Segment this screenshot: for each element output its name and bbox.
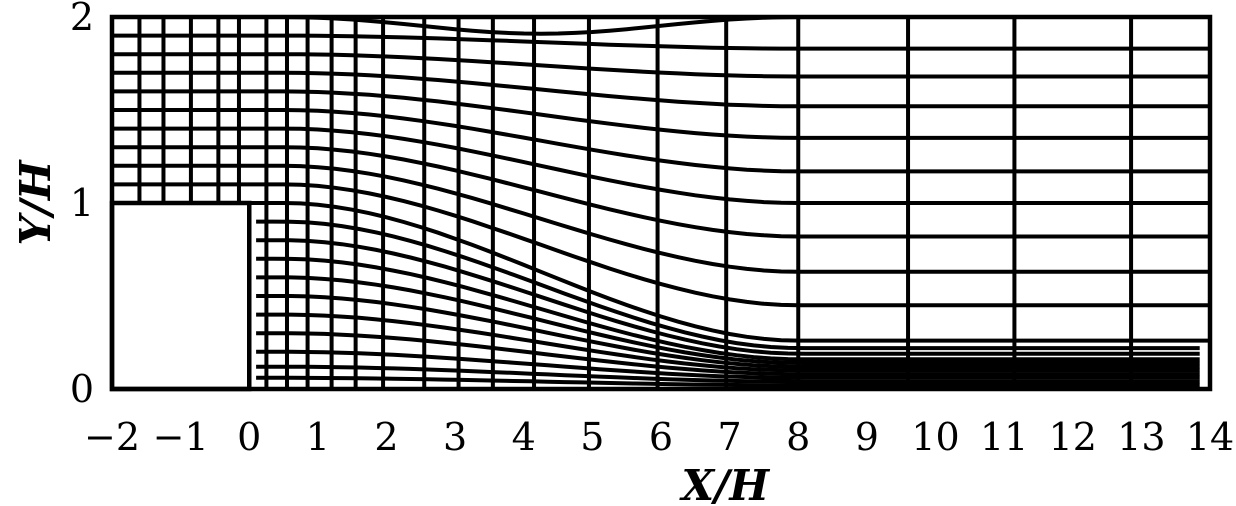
x-tick-label: 6 <box>649 415 673 459</box>
x-tick-label: 13 <box>1117 415 1165 459</box>
mesh-horizontal-line <box>256 275 1200 365</box>
x-tick-label: 5 <box>580 415 604 459</box>
x-tick-label: 0 <box>237 415 261 459</box>
x-tick-label: 8 <box>786 415 810 459</box>
mesh-horizontal-line <box>256 364 1200 384</box>
y-tick-labels: 0 1 2 <box>70 0 94 411</box>
mesh-horizontal-line <box>256 238 1200 356</box>
mesh-horizontal-line <box>256 349 1200 380</box>
x-tick-label: 1 <box>306 415 330 459</box>
y-tick-label: 1 <box>70 181 94 225</box>
x-tick-label: 14 <box>1186 415 1234 459</box>
x-tick-label: −2 <box>84 415 140 459</box>
x-tick-label: 12 <box>1049 415 1097 459</box>
x-axis-title: X/H <box>679 461 771 506</box>
x-tick-label: 11 <box>980 415 1028 459</box>
x-tick-label: 4 <box>512 415 536 459</box>
mesh-horizontal-line <box>112 33 1210 51</box>
mesh-horizontal-line <box>256 256 1200 362</box>
mesh-horizontal-line <box>112 108 1210 174</box>
x-tick-label: 3 <box>443 415 467 459</box>
mesh-horizontal-line <box>112 52 1210 79</box>
mesh-horizontal-line <box>112 145 1210 239</box>
mesh-horizontal-line <box>112 89 1210 140</box>
mesh-horizontal-line <box>256 312 1200 373</box>
plot-frame <box>109 14 1213 392</box>
mesh-horizontal-line <box>256 331 1200 377</box>
mesh-horizontal-line <box>112 163 1210 274</box>
mesh-horizontal-line <box>256 375 1200 388</box>
mesh-horizontal-line <box>256 219 1200 351</box>
x-tick-label: 2 <box>374 415 398 459</box>
mesh-horizontal-line <box>112 201 1210 343</box>
y-tick-label: 0 <box>70 367 94 411</box>
y-axis-title: Y/H <box>11 159 60 245</box>
x-tick-label: 7 <box>718 415 742 459</box>
mesh-horizontal-line <box>112 182 1210 308</box>
y-tick-label: 2 <box>70 0 94 39</box>
step-obstacle <box>109 200 252 392</box>
x-tick-label: 10 <box>911 415 959 459</box>
x-tick-label: −1 <box>153 415 209 459</box>
mesh-horizontal-line <box>256 294 1200 369</box>
mesh-top-line <box>112 15 1210 36</box>
mesh-horizontal-line <box>112 126 1210 205</box>
mesh-horizontal-line <box>112 70 1210 109</box>
mesh-grid <box>112 15 1210 389</box>
x-tick-label: 9 <box>855 415 879 459</box>
x-tick-labels: −2 −1 0 1 2 3 4 5 6 7 8 9 10 11 12 13 14 <box>84 415 1234 459</box>
